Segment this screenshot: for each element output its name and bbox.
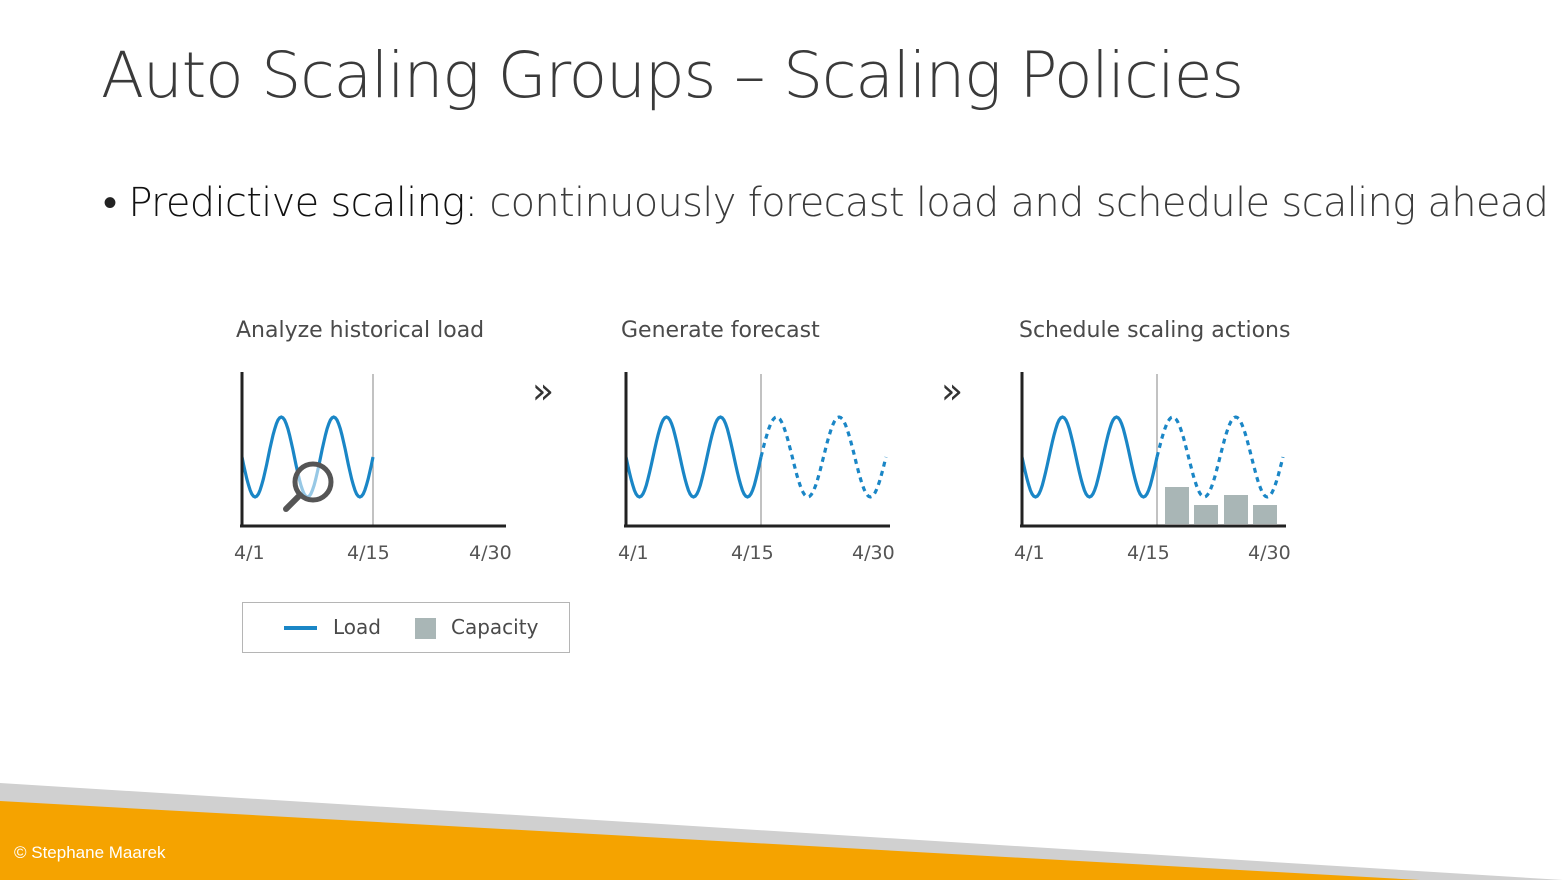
load-line-history bbox=[1020, 415, 1159, 499]
bullet-term: Predictive scaling: bbox=[128, 180, 478, 226]
panel-title-schedule: Schedule scaling actions bbox=[1019, 318, 1291, 343]
magnifier-icon bbox=[283, 461, 334, 512]
tick-label: 4/30 bbox=[1248, 542, 1291, 564]
capacity-bar bbox=[1194, 505, 1218, 524]
tick-label: 4/30 bbox=[852, 542, 895, 564]
legend-load-swatch bbox=[284, 626, 317, 630]
load-line-forecast bbox=[759, 415, 888, 499]
footer-orange-band bbox=[0, 801, 1420, 880]
panel-schedule bbox=[1020, 372, 1286, 528]
chevron-double-right-icon: » bbox=[941, 371, 964, 412]
legend-load-label: Load bbox=[333, 615, 381, 639]
capacity-bar bbox=[1224, 495, 1248, 524]
slide-title: Auto Scaling Groups – Scaling Policies bbox=[101, 39, 1244, 112]
copyright-text: © Stephane Maarek bbox=[14, 843, 166, 862]
panel-title-analyze: Analyze historical load bbox=[236, 318, 485, 343]
panel-forecast bbox=[624, 372, 890, 528]
legend: Load Capacity bbox=[242, 602, 570, 653]
chevron-double-right-icon: » bbox=[532, 371, 555, 412]
tick-label: 4/1 bbox=[234, 542, 265, 564]
load-line-forecast bbox=[1155, 415, 1285, 499]
bullet-dot: • bbox=[103, 180, 117, 226]
load-line-history bbox=[624, 415, 763, 499]
legend-capacity-swatch bbox=[415, 618, 436, 639]
tick-label: 4/30 bbox=[469, 542, 512, 564]
capacity-bar bbox=[1165, 487, 1189, 524]
bullet-description: continuously forecast load and schedule … bbox=[477, 180, 1549, 226]
panel-analyze bbox=[240, 372, 506, 528]
tick-label: 4/1 bbox=[1014, 542, 1045, 564]
capacity-bar bbox=[1253, 505, 1277, 524]
bullet-predictive-scaling: • Predictive scaling: continuously foreca… bbox=[103, 179, 1549, 227]
legend-capacity-label: Capacity bbox=[451, 615, 539, 639]
panel-title-forecast: Generate forecast bbox=[621, 318, 820, 343]
tick-label: 4/15 bbox=[1127, 542, 1170, 564]
tick-label: 4/1 bbox=[618, 542, 649, 564]
tick-label: 4/15 bbox=[731, 542, 774, 564]
tick-label: 4/15 bbox=[347, 542, 390, 564]
